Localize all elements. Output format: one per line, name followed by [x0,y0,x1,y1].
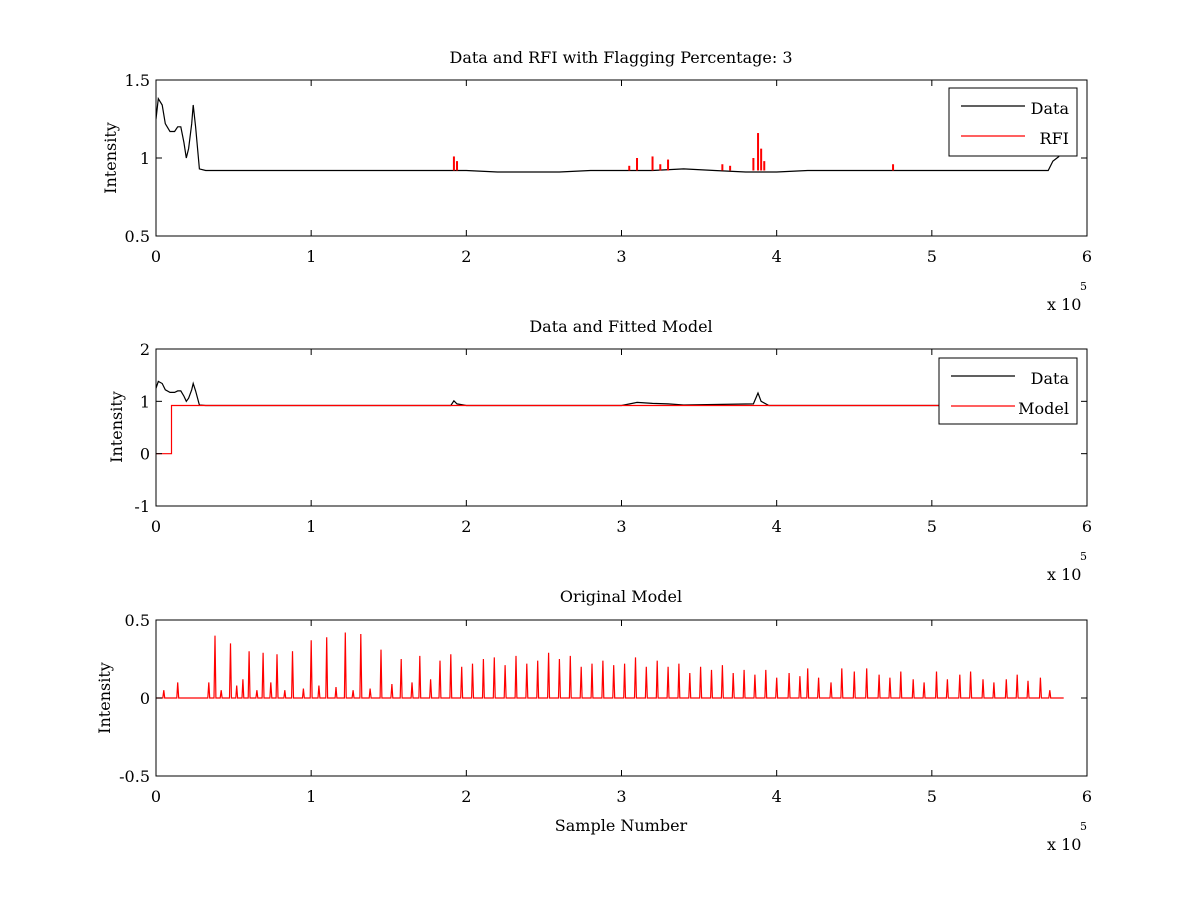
x-tick-label: 0 [151,517,161,536]
y-tick-label: 0.5 [125,227,150,246]
x-tick-label: 1 [306,247,316,266]
x-tick-label: 2 [461,517,471,536]
y-tick-label: -1 [134,497,150,516]
legend-label: Model [1018,399,1069,418]
panel-1-ylabel: Intensity [101,122,120,194]
plot-3-series [156,632,1064,699]
panel-2: Data and Fitted Model Intensity x 10 5 [107,317,1087,584]
x-tick-label: 0 [151,787,161,806]
x-tick-label: 2 [461,787,471,806]
x-tick-label: 3 [616,247,626,266]
panel-3-title: Original Model [560,587,682,606]
y-tick-label: 0 [140,689,150,708]
y-tick-label: 1.5 [125,71,150,90]
panel-3-ylabel: Intensity [95,662,114,734]
y-tick-label: 1 [140,392,150,411]
panel-2-title: Data and Fitted Model [529,317,712,336]
panel-3-xlabel: Sample Number [555,816,688,835]
x-tick-label: 3 [616,787,626,806]
panel-1-title: Data and RFI with Flagging Percentage: 3 [449,48,792,67]
legend-label: RFI [1040,129,1069,148]
x-tick-label: 5 [927,517,937,536]
legend-label: Data [1031,369,1070,388]
x-tick-label: 2 [461,247,471,266]
original-model-series-line [156,632,1064,699]
panel-1: Data and RFI with Flagging Percentage: 3… [101,48,1087,314]
plot-1-series [156,96,1060,173]
plot-3: 0 1 2 3 4 5 6-0.500.5 [119,611,1092,806]
x-tick-label: 4 [772,787,782,806]
model-series-line [156,404,1056,455]
panel-1-x-multiplier: x 10 [1047,295,1081,314]
x-tick-label: 3 [616,517,626,536]
plot-1-legend: Data RFI [948,87,1078,157]
y-tick-label: 0 [140,445,150,464]
panel-1-x-multiplier-exponent: 5 [1080,280,1087,293]
x-tick-label: 1 [306,787,316,806]
x-tick-label: 6 [1082,517,1092,536]
panel-2-x-multiplier: x 10 [1047,565,1081,584]
x-tick-label: 4 [772,247,782,266]
legend-box [938,357,1078,425]
legend-box [948,87,1078,157]
x-tick-label: 5 [927,787,937,806]
data-series-line [156,96,1060,173]
y-tick-label: 0.5 [125,611,150,630]
y-tick-label: 1 [140,149,150,168]
panel-3-x-multiplier: x 10 [1047,835,1081,854]
plot-1: 0 1 2 3 4 5 6 0.5 1 1.5 Data RFI [125,71,1093,266]
x-tick-label: 1 [306,517,316,536]
y-tick-label: -0.5 [119,767,150,786]
x-tick-label: 6 [1082,787,1092,806]
legend-label: Data [1031,99,1070,118]
panel-3: Original Model Intensity Sample Number x… [95,587,1087,854]
panel-2-x-multiplier-exponent: 5 [1080,550,1087,563]
x-tick-label: 6 [1082,247,1092,266]
panel-3-x-multiplier-exponent: 5 [1080,820,1087,833]
x-tick-label: 4 [772,517,782,536]
panel-2-ylabel: Intensity [107,391,126,463]
plot-2-series [156,380,1056,455]
plot-2-legend: Data Model [938,357,1078,425]
x-tick-label: 5 [927,247,937,266]
y-tick-label: 2 [140,340,150,359]
x-tick-label: 0 [151,247,161,266]
